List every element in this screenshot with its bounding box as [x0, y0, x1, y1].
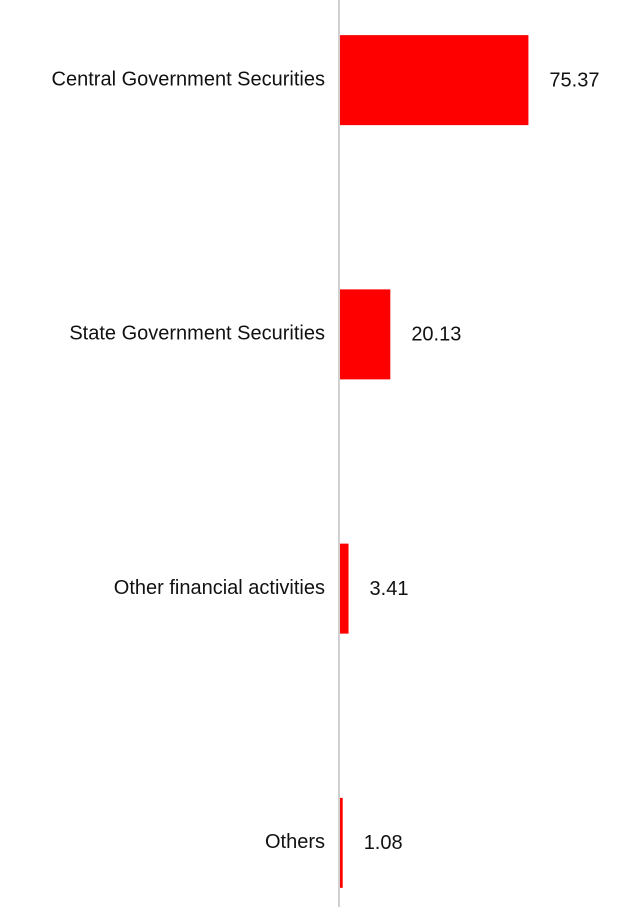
value-label: 3.41	[370, 578, 409, 600]
category-label: Central Government Securities	[52, 68, 325, 90]
value-label: 1.08	[364, 832, 403, 854]
bar	[340, 543, 349, 634]
category-label: Others	[265, 831, 325, 853]
value-label: 75.37	[549, 69, 599, 91]
category-label: State Government Securities	[69, 323, 325, 345]
bar	[340, 35, 529, 126]
bar	[340, 289, 391, 380]
bar	[340, 797, 343, 888]
category-label: Other financial activities	[114, 577, 325, 599]
value-label: 20.13	[411, 324, 461, 346]
